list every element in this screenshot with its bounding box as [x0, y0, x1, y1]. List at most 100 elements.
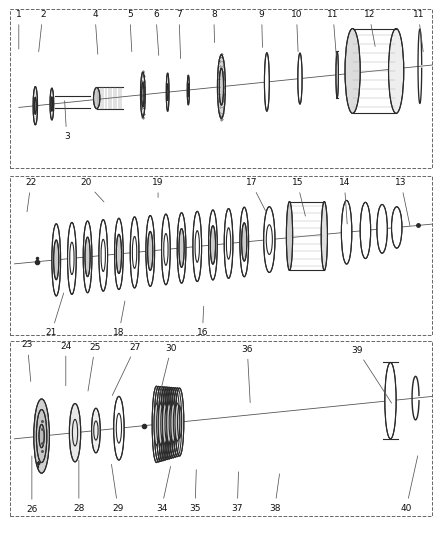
Text: 11: 11: [327, 10, 339, 56]
Ellipse shape: [160, 387, 169, 460]
Ellipse shape: [33, 87, 38, 125]
Ellipse shape: [210, 225, 215, 264]
Ellipse shape: [179, 229, 184, 267]
Ellipse shape: [385, 362, 396, 439]
Ellipse shape: [169, 387, 177, 458]
Ellipse shape: [39, 424, 44, 448]
Text: 16: 16: [197, 306, 208, 337]
Ellipse shape: [224, 208, 233, 278]
Ellipse shape: [167, 387, 176, 458]
Ellipse shape: [35, 97, 36, 114]
Ellipse shape: [36, 409, 47, 463]
Text: 19: 19: [152, 178, 164, 197]
Ellipse shape: [83, 221, 92, 293]
Ellipse shape: [159, 387, 167, 461]
Ellipse shape: [130, 217, 139, 288]
Text: 6: 6: [153, 10, 159, 55]
Ellipse shape: [175, 388, 184, 456]
Ellipse shape: [166, 73, 169, 111]
Text: 26: 26: [26, 456, 38, 514]
Text: 11: 11: [413, 10, 424, 52]
Bar: [10, 341, 432, 516]
Ellipse shape: [264, 207, 275, 272]
Text: 17: 17: [245, 178, 265, 211]
Text: 22: 22: [25, 178, 37, 212]
Text: 20: 20: [81, 178, 104, 202]
Ellipse shape: [92, 408, 100, 453]
Text: 29: 29: [112, 464, 124, 513]
Ellipse shape: [208, 210, 217, 280]
Text: 21: 21: [46, 293, 64, 337]
Ellipse shape: [154, 403, 159, 446]
Ellipse shape: [166, 403, 171, 443]
Ellipse shape: [321, 201, 328, 270]
Text: 34: 34: [156, 466, 170, 513]
Ellipse shape: [298, 53, 302, 104]
Ellipse shape: [389, 29, 404, 114]
Ellipse shape: [175, 403, 180, 441]
Ellipse shape: [93, 87, 100, 109]
Text: 14: 14: [339, 178, 350, 224]
Ellipse shape: [392, 207, 402, 248]
Ellipse shape: [156, 386, 165, 462]
Ellipse shape: [115, 219, 123, 289]
Ellipse shape: [171, 387, 180, 457]
Text: 13: 13: [395, 178, 410, 225]
Text: 10: 10: [291, 10, 302, 52]
Ellipse shape: [177, 213, 186, 283]
Ellipse shape: [158, 403, 163, 445]
Ellipse shape: [53, 240, 59, 280]
Ellipse shape: [152, 386, 161, 463]
Text: 36: 36: [241, 345, 253, 402]
Text: 23: 23: [22, 341, 33, 382]
Ellipse shape: [34, 399, 49, 473]
Text: 24: 24: [60, 342, 71, 386]
Ellipse shape: [219, 68, 223, 105]
Text: 38: 38: [269, 474, 280, 513]
Ellipse shape: [345, 29, 360, 114]
Bar: [10, 10, 432, 168]
Ellipse shape: [69, 403, 81, 462]
Ellipse shape: [114, 397, 124, 460]
Text: 5: 5: [127, 10, 133, 52]
Ellipse shape: [217, 55, 226, 118]
Ellipse shape: [146, 215, 155, 286]
Ellipse shape: [193, 212, 201, 281]
Ellipse shape: [286, 201, 293, 270]
Ellipse shape: [265, 53, 269, 111]
Ellipse shape: [242, 223, 247, 261]
Text: 37: 37: [232, 472, 243, 513]
Ellipse shape: [141, 72, 145, 117]
Ellipse shape: [141, 83, 144, 107]
Ellipse shape: [173, 388, 182, 457]
Ellipse shape: [162, 403, 167, 443]
Ellipse shape: [360, 203, 371, 259]
Text: 1: 1: [16, 10, 21, 49]
Ellipse shape: [85, 237, 90, 277]
Text: 15: 15: [292, 178, 305, 216]
Text: 25: 25: [88, 343, 101, 391]
Ellipse shape: [148, 231, 153, 270]
Ellipse shape: [187, 75, 189, 105]
Text: 12: 12: [364, 10, 375, 46]
Text: 4: 4: [92, 10, 98, 54]
Ellipse shape: [99, 220, 108, 291]
Text: 9: 9: [259, 10, 265, 47]
Ellipse shape: [377, 205, 387, 253]
Text: 18: 18: [113, 301, 125, 337]
Ellipse shape: [50, 88, 54, 120]
Ellipse shape: [116, 235, 121, 273]
Text: 30: 30: [159, 344, 177, 399]
Ellipse shape: [162, 387, 171, 459]
Text: 27: 27: [112, 343, 141, 395]
Ellipse shape: [51, 97, 53, 111]
Ellipse shape: [171, 403, 176, 442]
Text: 40: 40: [400, 456, 418, 513]
Text: 3: 3: [64, 101, 70, 141]
Ellipse shape: [240, 207, 249, 277]
Text: 7: 7: [176, 10, 182, 59]
Text: 39: 39: [352, 346, 392, 403]
Ellipse shape: [67, 222, 76, 294]
Ellipse shape: [52, 224, 60, 296]
Text: 35: 35: [189, 470, 201, 513]
